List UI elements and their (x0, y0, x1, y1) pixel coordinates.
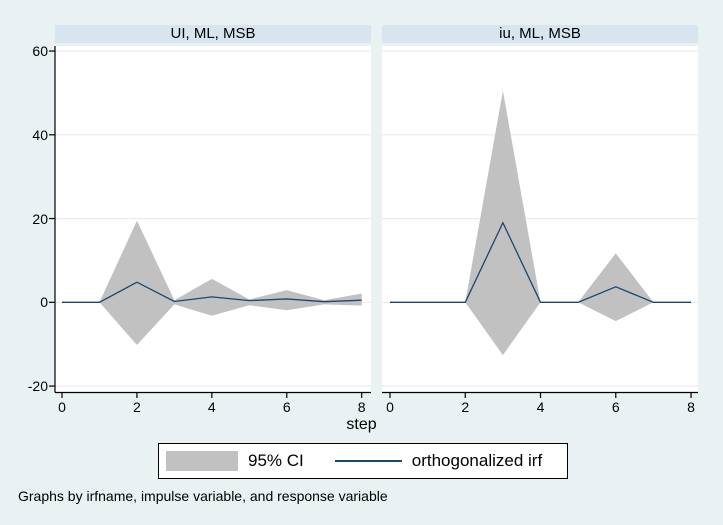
panel-title-right: iu, ML, MSB (382, 25, 698, 43)
x-tick-label: 8 (357, 399, 366, 415)
x-tick-label: 0 (386, 399, 394, 415)
x-tick-label: 8 (687, 399, 695, 415)
graph-note: Graphs by irfname, impulse variable, and… (18, 488, 388, 504)
ci-band (62, 220, 362, 346)
y-tick-label: 20 (32, 210, 48, 227)
y-tick-label: 40 (32, 126, 48, 143)
y-tick-label: 0 (40, 294, 48, 311)
ci-band (390, 90, 692, 356)
legend-ci-label: 95% CI (248, 451, 304, 470)
irf-line (390, 221, 692, 303)
x-tick-label: 2 (461, 399, 470, 415)
x-tick-label: 6 (282, 399, 291, 415)
y-tick-label: 60 (32, 43, 48, 60)
plot-area (55, 46, 371, 393)
x-tick-label: 4 (536, 399, 545, 415)
panel-title-left: UI, ML, MSB (55, 25, 371, 43)
x-axis-title: step (346, 416, 377, 433)
x-tick-label: 4 (207, 399, 216, 415)
legend-irf-label: orthogonalized irf (411, 451, 543, 470)
irf-line-sample (334, 460, 402, 462)
x-tick-label: 0 (58, 399, 66, 415)
y-tick-label: -20 (27, 378, 48, 395)
x-tick-label: 2 (133, 399, 141, 415)
irf-line (62, 281, 362, 303)
plot-area (382, 46, 698, 393)
x-tick-label: 6 (611, 399, 620, 415)
legend: 95% CI orthogonalized irf (158, 443, 568, 479)
ci-band-swatch (166, 451, 238, 471)
